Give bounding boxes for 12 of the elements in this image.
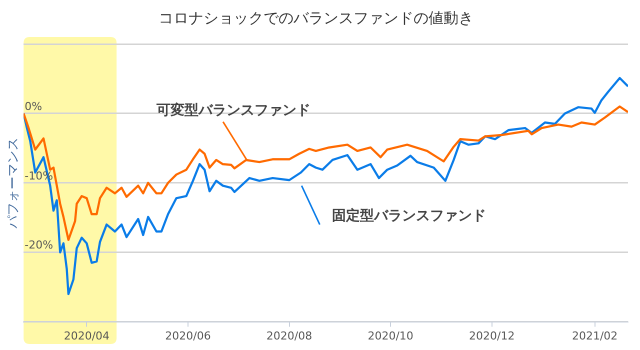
x-tick-label: 2021/02 <box>572 329 618 342</box>
chart-title: コロナショックでのバランスファンドの値動き <box>158 8 474 27</box>
x-tick-label: 2020/06 <box>165 329 211 342</box>
x-tick-label: 2020/08 <box>266 329 312 342</box>
x-tick-label: 2020/10 <box>368 329 414 342</box>
y-tick-label: 0% <box>24 100 42 113</box>
y-axis-title: パフォーマンス <box>6 137 22 230</box>
text: 可変型バランスファンド <box>156 101 311 118</box>
x-tick-label: 2020/04 <box>64 329 110 342</box>
x-tick-label: 2020/12 <box>468 329 515 342</box>
text: 固定型バランスファンド <box>332 206 486 224</box>
y-tick-label: -20% <box>24 238 54 252</box>
